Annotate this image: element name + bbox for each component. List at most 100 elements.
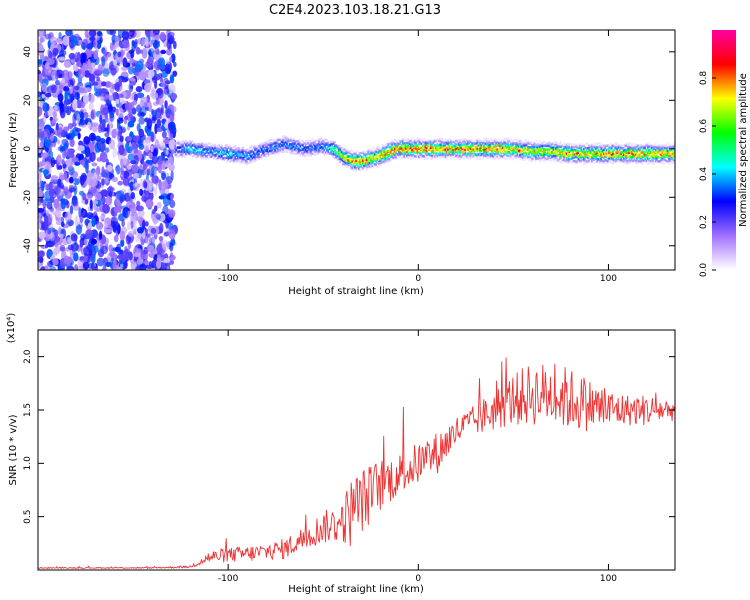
heatmap-ridge-cell — [295, 144, 298, 147]
heatmap-ridge-cell — [539, 157, 541, 160]
heatmap-ridge-cell — [529, 146, 532, 149]
heatmap-ridge-cell — [533, 145, 536, 149]
heatmap-ridge-cell — [286, 139, 288, 142]
heatmap-ridge-cell — [597, 154, 600, 157]
heatmap-ridge-cell — [641, 149, 644, 152]
heatmap-ridge-cell — [436, 146, 439, 149]
heatmap-ridge-cell — [524, 142, 527, 146]
heatmap-ridge-cell — [646, 151, 649, 155]
heatmap-ridge-cell — [507, 150, 509, 154]
heatmap-ridge-cell — [625, 142, 628, 145]
heatmap-ridge-cell — [577, 157, 580, 161]
heatmap-ridge-cell — [541, 144, 544, 148]
heatmap-ridge-cell — [344, 162, 347, 166]
heatmap-ridge-cell — [673, 154, 675, 158]
heatmap-ridge-cell — [255, 158, 258, 161]
heatmap-noise-cell — [116, 117, 124, 124]
heatmap-ridge-cell — [637, 149, 640, 152]
heatmap-noise-cell — [122, 157, 128, 166]
heatmap-ridge-cell — [669, 159, 672, 163]
heatmap-ridge-cell — [649, 155, 652, 158]
heatmap-ridge-cell — [463, 148, 465, 152]
heatmap-ridge-cell — [432, 148, 435, 151]
heatmap-ridge-cell — [371, 148, 374, 152]
heatmap-ridge-cell — [264, 141, 267, 145]
heatmap-ridge-cell — [549, 151, 552, 154]
heatmap-ridge-cell — [491, 139, 493, 142]
heatmap-ridge-cell — [230, 153, 233, 157]
heatmap-noise-cell — [57, 164, 63, 170]
heatmap-noise-cell — [77, 145, 85, 152]
heatmap-ridge-cell — [465, 143, 468, 146]
heatmap-ridge-cell — [208, 142, 211, 145]
heatmap-ridge-cell — [352, 157, 355, 161]
heatmap-ridge-cell — [573, 148, 576, 151]
heatmap-ridge-cell — [408, 150, 411, 153]
heatmap-noise-cell — [64, 71, 68, 78]
heatmap-ridge-cell — [516, 138, 519, 142]
heatmap-ridge-cell — [613, 143, 616, 146]
heatmap-ridge-cell — [452, 153, 455, 156]
heatmap-ridge-cell — [215, 157, 218, 161]
heatmap-ridge-cell — [421, 140, 424, 143]
heatmap-ridge-cell — [476, 149, 479, 152]
heatmap-ridge-cell — [520, 151, 523, 154]
heatmap-ridge-cell — [199, 153, 202, 156]
heatmap-ridge-cell — [417, 142, 420, 146]
heatmap-ridge-cell — [436, 154, 439, 158]
heatmap-ridge-cell — [427, 139, 430, 143]
heatmap-ridge-cell — [278, 138, 280, 141]
heatmap-ridge-cell — [330, 152, 332, 156]
heatmap-ridge-cell — [200, 152, 203, 155]
heatmap-ridge-cell — [484, 152, 487, 155]
heatmap-ridge-cell — [652, 150, 654, 153]
heatmap-ridge-cell — [437, 155, 440, 158]
heatmap-noise-cell — [124, 102, 133, 111]
heatmap-ridge-cell — [448, 151, 451, 154]
heatmap-ridge-cell — [574, 152, 577, 156]
heatmap-ridge-cell — [431, 146, 433, 149]
heatmap-ridge-cell — [598, 153, 601, 156]
heatmap-ridge-cell — [432, 150, 435, 154]
heatmap-ridge-cell — [515, 150, 517, 154]
heatmap-ridge-cell — [353, 165, 356, 168]
heatmap-ridge-cell — [182, 143, 185, 146]
heatmap-ridge-cell — [451, 150, 453, 154]
heatmap-ridge-cell — [539, 149, 541, 152]
heatmap-ridge-cell — [439, 151, 441, 154]
heatmap-ridge-cell — [443, 144, 445, 147]
heatmap-ridge-cell — [330, 147, 332, 150]
heatmap-ridge-cell — [464, 156, 467, 159]
heatmap-ridge-cell — [501, 142, 504, 145]
heatmap-ridge-cell — [239, 148, 242, 152]
heatmap-ridge-cell — [314, 144, 316, 148]
heatmap-ridge-cell — [528, 155, 531, 159]
heatmap-ridge-cell — [192, 149, 195, 152]
heatmap-ridge-cell — [377, 149, 380, 152]
heatmap-ridge-cell — [204, 147, 207, 150]
heatmap-ridge-cell — [565, 161, 568, 164]
heatmap-ridge-cell — [436, 144, 439, 147]
heatmap-ridge-cell — [393, 147, 396, 150]
heatmap-noise-cell — [113, 128, 120, 135]
heatmap-ridge-cell — [469, 139, 472, 143]
heatmap-ridge-cell — [475, 155, 477, 159]
heatmap-ridge-cell — [641, 155, 644, 158]
heatmap-ridge-cell — [614, 158, 617, 161]
heatmap-ridge-cell — [520, 139, 523, 143]
heatmap-ridge-cell — [308, 144, 311, 148]
heatmap-ridge-cell — [207, 151, 210, 155]
heatmap-ridge-cell — [372, 158, 375, 161]
heatmap-ridge-cell — [379, 147, 382, 150]
heatmap-ridge-cell — [280, 137, 283, 141]
heatmap-ridge-cell — [298, 151, 300, 154]
heatmap-noise-cell — [150, 236, 155, 247]
heatmap-ridge-cell — [400, 144, 403, 147]
heatmap-ridge-cell — [336, 150, 339, 154]
heatmap-ridge-cell — [548, 142, 551, 145]
heatmap-ridge-cell — [428, 144, 431, 147]
heatmap-ridge-cell — [346, 150, 348, 153]
heatmap-ridge-cell — [216, 145, 219, 148]
heatmap-ridge-cell — [649, 143, 652, 147]
heatmap-ridge-cell — [204, 146, 207, 149]
